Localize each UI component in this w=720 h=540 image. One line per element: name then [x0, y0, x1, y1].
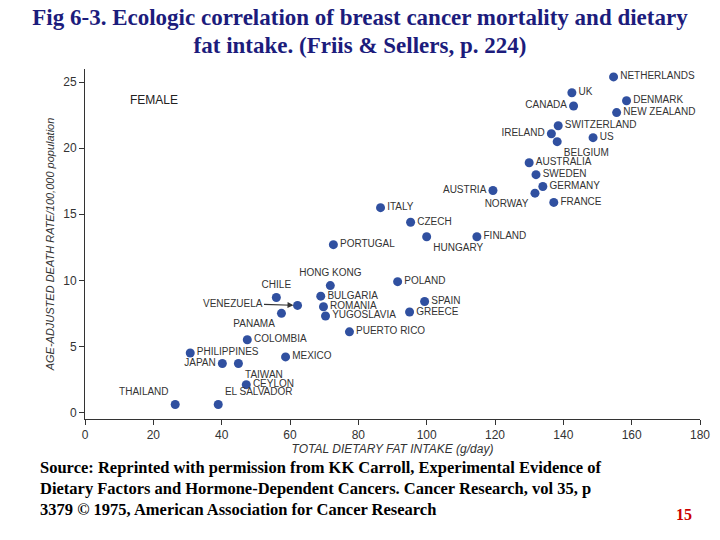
svg-text:BELGIUM: BELGIUM	[564, 147, 609, 158]
svg-text:THAILAND: THAILAND	[119, 386, 168, 397]
svg-text:60: 60	[283, 428, 297, 442]
svg-text:HONG KONG: HONG KONG	[299, 267, 361, 278]
svg-text:AUSTRIA: AUSTRIA	[443, 184, 487, 195]
svg-text:CEYLON: CEYLON	[253, 378, 294, 389]
svg-text:CANADA: CANADA	[525, 99, 567, 110]
svg-text:AGE-ADJUSTED DEATH RATE/100,00: AGE-ADJUSTED DEATH RATE/100,000 populati…	[44, 118, 56, 372]
svg-text:100: 100	[417, 428, 437, 442]
svg-text:ITALY: ITALY	[387, 201, 414, 212]
svg-text:0: 0	[82, 428, 89, 442]
svg-text:160: 160	[622, 428, 642, 442]
svg-text:MEXICO: MEXICO	[292, 350, 332, 361]
svg-text:10: 10	[63, 274, 77, 288]
svg-text:40: 40	[215, 428, 229, 442]
svg-text:CHILE: CHILE	[262, 279, 292, 290]
svg-text:GERMANY: GERMANY	[549, 180, 600, 191]
svg-text:NORWAY: NORWAY	[485, 198, 529, 209]
svg-text:FINLAND: FINLAND	[484, 230, 527, 241]
svg-text:PANAMA: PANAMA	[233, 318, 275, 329]
svg-text:VENEZUELA: VENEZUELA	[203, 298, 263, 309]
svg-text:PHILIPPINES: PHILIPPINES	[197, 346, 259, 357]
html-text:3379 © 1975, American Associat: 3379 © 1975, American Association for Ca…	[40, 500, 437, 519]
svg-text:FEMALE: FEMALE	[130, 93, 178, 107]
html-text:Fig 6-3. Ecologic correlation: Fig 6-3. Ecologic correlation of breast …	[32, 5, 688, 58]
svg-text:PUERTO RICO: PUERTO RICO	[356, 325, 425, 336]
svg-text:ROMANIA: ROMANIA	[330, 300, 377, 311]
svg-text:TOTAL DIETARY FAT INTAKE (g/da: TOTAL DIETARY FAT INTAKE (g/day)	[292, 442, 494, 456]
svg-text:20: 20	[147, 428, 161, 442]
svg-text:UK: UK	[579, 86, 593, 97]
svg-text:CZECH: CZECH	[417, 216, 451, 227]
svg-text:0: 0	[70, 406, 77, 420]
svg-text:140: 140	[553, 428, 573, 442]
svg-text:EL SALVADOR: EL SALVADOR	[225, 386, 293, 397]
svg-text:AUSTRALIA: AUSTRALIA	[536, 156, 592, 167]
svg-text:COLOMBIA: COLOMBIA	[254, 333, 307, 344]
svg-text:YUGOSLAVIA: YUGOSLAVIA	[332, 309, 396, 320]
svg-text:GREECE: GREECE	[416, 306, 459, 317]
svg-text:15: 15	[63, 207, 77, 221]
svg-text:IRELAND: IRELAND	[501, 127, 544, 138]
svg-text:NETHERLANDS: NETHERLANDS	[620, 70, 695, 81]
svg-text:HUNGARY: HUNGARY	[433, 242, 483, 253]
svg-text:80: 80	[352, 428, 366, 442]
svg-text:SWEDEN: SWEDEN	[543, 168, 587, 179]
svg-text:DENMARK: DENMARK	[633, 94, 683, 105]
svg-text:180: 180	[690, 428, 710, 442]
svg-text:PORTUGAL: PORTUGAL	[340, 238, 395, 249]
html-text:15: 15	[676, 506, 692, 523]
svg-text:NEW ZEALAND: NEW ZEALAND	[623, 106, 695, 117]
svg-text:POLAND: POLAND	[404, 275, 445, 286]
svg-text:BULGARIA: BULGARIA	[327, 290, 378, 301]
svg-text:SPAIN: SPAIN	[431, 295, 460, 306]
svg-text:SWITZERLAND: SWITZERLAND	[565, 119, 637, 130]
svg-text:FRANCE: FRANCE	[560, 196, 601, 207]
svg-text:US: US	[600, 131, 614, 142]
svg-text:20: 20	[63, 141, 77, 155]
svg-text:TAIWAN: TAIWAN	[245, 369, 283, 380]
svg-text:5: 5	[70, 340, 77, 354]
html-text:Dietary Factors and Hormone-De: Dietary Factors and Hormone-Dependent Ca…	[40, 479, 592, 498]
svg-text:25: 25	[63, 75, 77, 89]
svg-text:JAPAN: JAPAN	[184, 357, 216, 368]
svg-text:120: 120	[485, 428, 505, 442]
html-text:Source: Reprinted with permiss: Source: Reprinted with permission from K…	[40, 458, 601, 477]
